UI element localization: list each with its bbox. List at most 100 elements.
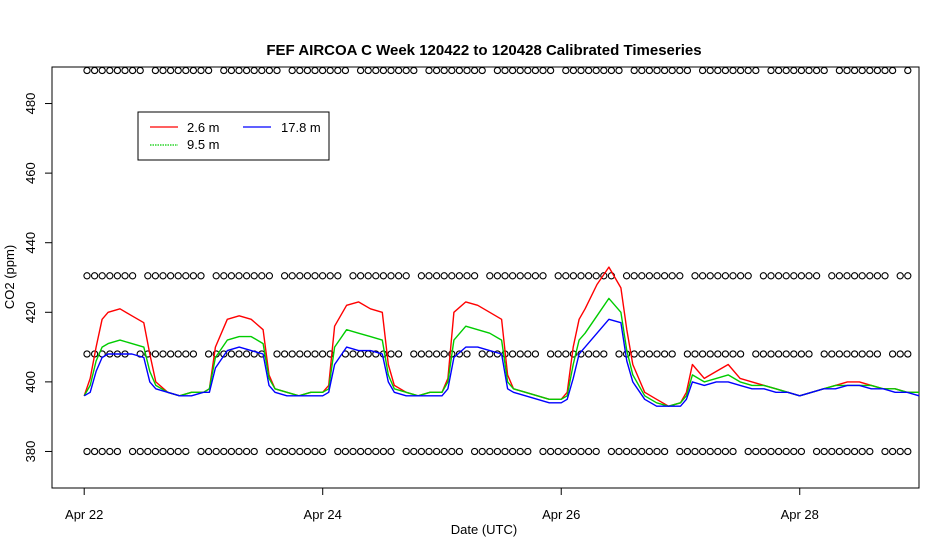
reference-marker: [478, 66, 486, 75]
reference-marker: [698, 272, 707, 280]
reference-marker: [676, 447, 684, 456]
series-layer: [83, 266, 920, 407]
reference-marker: [364, 66, 372, 75]
y-tick-label: 440: [23, 232, 38, 254]
reference-marker: [280, 272, 289, 280]
reference-marker: [676, 272, 684, 280]
reference-marker: [508, 350, 517, 358]
reference-marker: [182, 447, 190, 456]
reference-marker: [812, 272, 821, 280]
reference-marker: [554, 447, 562, 456]
reference-marker: [402, 66, 410, 75]
reference-marker: [440, 447, 448, 456]
reference-marker: [128, 66, 137, 75]
reference-marker: [698, 350, 707, 358]
reference-marker: [881, 66, 889, 75]
reference-marker: [660, 66, 669, 75]
reference-marker: [888, 447, 897, 456]
reference-marker: [782, 66, 790, 75]
reference-marker: [790, 447, 798, 456]
reference-marker: [159, 447, 167, 456]
reference-marker: [144, 447, 152, 456]
reference-marker: [189, 272, 198, 280]
x-tick-label: Apr 24: [304, 507, 342, 522]
reference-marker: [660, 447, 669, 456]
reference-marker: [698, 447, 707, 456]
series-line-9-5-m: [83, 297, 919, 407]
reference-marker: [402, 447, 410, 456]
reference-marker: [539, 447, 547, 456]
reference-marker: [767, 66, 775, 75]
reference-marker: [729, 272, 737, 280]
reference-marker: [524, 66, 532, 75]
reference-marker: [387, 272, 395, 280]
reference-marker: [638, 447, 646, 456]
reference-marker: [516, 350, 524, 358]
reference-marker: [615, 66, 623, 75]
reference-marker: [592, 350, 600, 358]
reference-marker: [83, 350, 91, 358]
legend-label-17-8m: 17.8 m: [281, 120, 321, 135]
reference-marker: [653, 447, 661, 456]
reference-marker: [296, 66, 304, 75]
reference-marker: [812, 66, 821, 75]
reference-marker: [448, 66, 456, 75]
legend: 2.6 m 9.5 m 17.8 m: [137, 111, 330, 161]
reference-marker: [486, 272, 494, 280]
reference-marker: [524, 350, 532, 358]
reference-marker: [288, 350, 296, 358]
reference-marker: [691, 447, 699, 456]
reference-marker: [828, 272, 836, 280]
reference-marker: [470, 66, 479, 75]
reference-marker: [197, 66, 205, 75]
reference-marker: [630, 272, 638, 280]
reference-marker: [402, 272, 410, 280]
reference-marker: [98, 66, 106, 75]
reference-marker: [296, 272, 304, 280]
reference-marker: [843, 447, 851, 456]
reference-marker: [508, 66, 517, 75]
reference-marker: [448, 272, 456, 280]
reference-marker: [265, 66, 274, 75]
reference-marker: [630, 447, 638, 456]
reference-marker: [524, 447, 532, 456]
reference-marker: [273, 447, 281, 456]
reference-marker: [227, 66, 236, 75]
reference-marker: [866, 350, 874, 358]
reference-marker: [554, 350, 562, 358]
reference-marker: [683, 66, 692, 75]
reference-marker: [691, 350, 699, 358]
reference-marker: [372, 350, 380, 358]
reference-marker: [843, 350, 851, 358]
reference-marker: [524, 272, 532, 280]
reference-marker: [668, 350, 676, 358]
reference-marker: [805, 66, 813, 75]
reference-marker: [858, 66, 866, 75]
reference-marker: [729, 447, 737, 456]
reference-marker: [744, 66, 752, 75]
reference-marker: [881, 447, 889, 456]
reference-marker: [706, 350, 714, 358]
reference-marker: [174, 272, 182, 280]
reference-marker: [592, 66, 600, 75]
reference-marker: [318, 272, 327, 280]
reference-marker: [752, 350, 760, 358]
reference-marker: [303, 66, 312, 75]
reference-marker: [759, 350, 768, 358]
reference-marker: [90, 66, 99, 75]
reference-marker: [455, 272, 464, 280]
reference-marker: [782, 447, 790, 456]
reference-marker: [417, 447, 426, 456]
reference-marker: [493, 447, 502, 456]
reference-marker: [850, 272, 859, 280]
reference-marker: [151, 447, 160, 456]
reference-marker: [904, 350, 912, 358]
reference-marker: [334, 66, 342, 75]
reference-marker: [904, 272, 912, 280]
reference-marker: [508, 272, 517, 280]
reference-marker: [265, 447, 274, 456]
reference-marker: [432, 447, 441, 456]
reference-marker: [288, 66, 296, 75]
reference-marker: [288, 272, 296, 280]
reference-marker: [425, 66, 433, 75]
